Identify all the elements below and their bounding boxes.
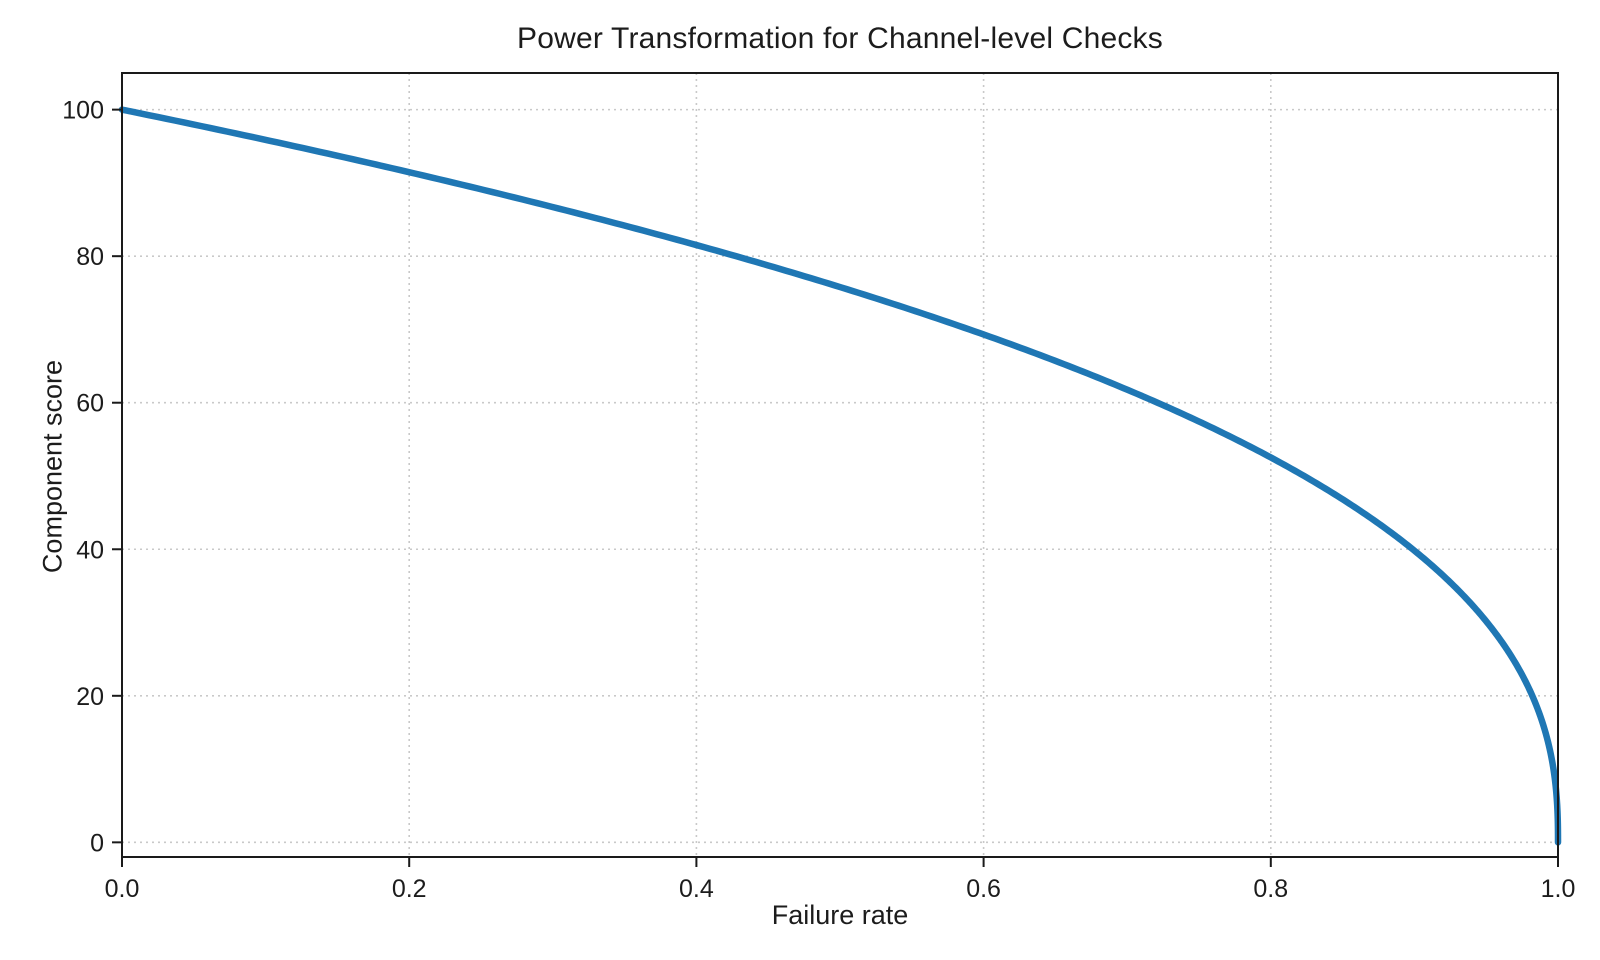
y-tick-label: 60 [76,390,104,418]
x-tick-label: 0.6 [966,875,1001,903]
y-tick-label: 20 [76,683,104,711]
axes-spines [121,72,1559,858]
y-tick-label: 80 [76,243,104,271]
x-tick-label: 0.0 [105,875,140,903]
x-tick-label: 1.0 [1541,875,1576,903]
chart-title: Power Transformation for Channel-level C… [517,22,1163,55]
x-tick-label: 0.8 [1253,875,1288,903]
x-tick-label: 0.2 [392,875,427,903]
y-tick-label: 40 [76,536,104,564]
x-tick-label: 0.4 [679,875,714,903]
x-axis-label: Failure rate [771,900,909,930]
curve-line [118,106,1562,846]
y-tick-label: 100 [62,97,104,125]
y-tick-label: 0 [90,829,104,857]
